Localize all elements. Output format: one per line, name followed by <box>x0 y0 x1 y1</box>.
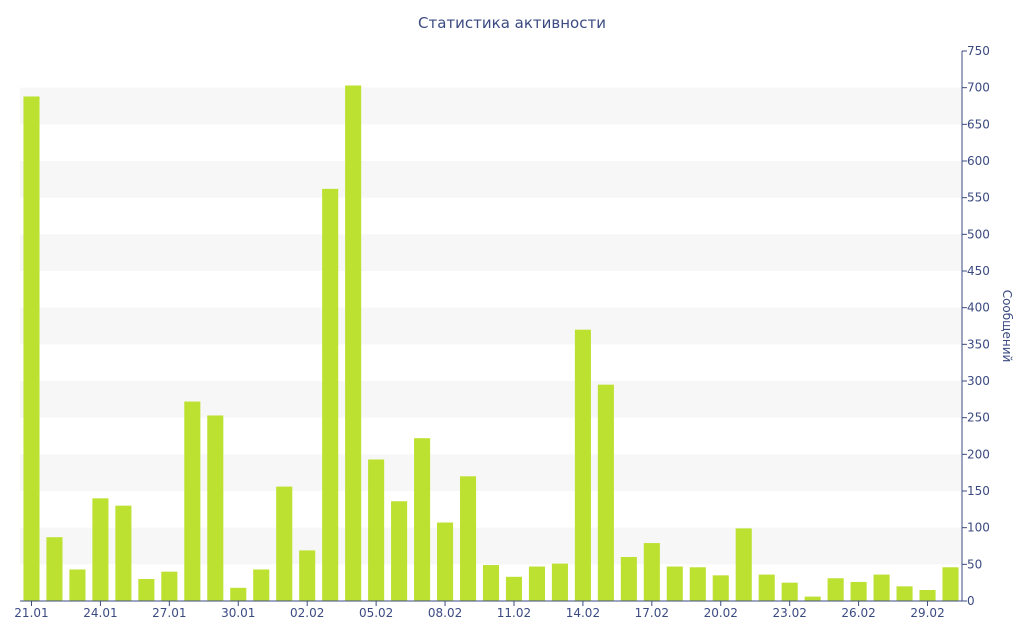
bar-21.01 <box>23 96 40 601</box>
bar-27.01 <box>161 571 178 601</box>
bar-20.02 <box>712 575 729 601</box>
x-tick-label: 05.02 <box>359 606 393 620</box>
bar-01.03 <box>942 567 959 601</box>
x-tick-label: 21.01 <box>14 606 48 620</box>
bar-15.02 <box>597 384 614 601</box>
bar-06.02 <box>391 501 408 601</box>
y-tick-label: 450 <box>967 264 990 278</box>
bar-29.01 <box>207 415 224 601</box>
y-tick-label: 600 <box>967 154 990 168</box>
x-tick-label: 27.01 <box>152 606 186 620</box>
bar-25.02 <box>827 578 844 601</box>
y-tick-label: 500 <box>967 227 990 241</box>
y-tick-label: 100 <box>967 521 990 535</box>
y-axis-title: Сообщений <box>1000 290 1014 363</box>
bar-23.01 <box>69 569 86 601</box>
bar-07.02 <box>414 438 431 601</box>
bar-01.02 <box>276 486 293 601</box>
bar-08.02 <box>437 522 454 601</box>
bar-30.01 <box>230 587 247 601</box>
x-tick-label: 29.02 <box>910 606 944 620</box>
bar-14.02 <box>574 329 591 601</box>
x-tick-label: 11.02 <box>497 606 531 620</box>
bar-10.02 <box>482 565 500 601</box>
y-tick-label: 700 <box>967 81 990 95</box>
x-tick-label: 08.02 <box>428 606 462 620</box>
grid-band <box>20 454 962 491</box>
bar-28.02 <box>896 586 913 601</box>
grid-band <box>20 234 962 271</box>
bar-27.02 <box>873 574 890 601</box>
bar-29.02 <box>919 590 936 601</box>
x-tick-label: 23.02 <box>773 606 807 620</box>
bar-04.02 <box>345 85 362 601</box>
bar-23.02 <box>781 582 798 601</box>
bar-09.02 <box>459 476 477 601</box>
x-axis: 21.01 24.01 27.01 30.01 02.02 05.02 08.02 11.02… <box>14 600 963 620</box>
bar-26.02 <box>850 581 867 601</box>
grid-band <box>20 307 962 345</box>
bar-03.02 <box>322 188 339 601</box>
bar-31.01 <box>253 569 270 601</box>
y-tick-label: 350 <box>967 337 990 351</box>
bar-22.02 <box>758 574 775 601</box>
x-tick-label: 20.02 <box>704 606 738 620</box>
bar-26.01 <box>138 579 155 601</box>
grid-band <box>20 87 962 125</box>
grid-band <box>20 527 962 565</box>
grid-bands <box>20 87 962 565</box>
y-tick-label: 50 <box>967 557 982 571</box>
bar-11.02 <box>505 576 523 601</box>
bar-16.02 <box>620 557 637 601</box>
bar-25.01 <box>115 505 132 601</box>
bar-02.02 <box>299 550 316 601</box>
bar-24.02 <box>804 596 821 601</box>
y-tick-label: 0 <box>967 594 975 608</box>
y-tick-label: 200 <box>967 447 990 461</box>
bar-24.01 <box>92 498 109 601</box>
x-tick-label: 24.01 <box>83 606 117 620</box>
grid-band <box>20 381 962 418</box>
x-tick-label: 02.02 <box>290 606 324 620</box>
bar-28.01 <box>184 401 201 601</box>
bar-18.02 <box>666 566 683 601</box>
chart-title: Статистика активности <box>418 14 606 32</box>
grid-band <box>20 161 962 198</box>
y-tick-label: 250 <box>967 411 990 425</box>
x-tick-label: 14.02 <box>566 606 600 620</box>
y-tick-label: 150 <box>967 484 990 498</box>
bar-05.02 <box>368 459 385 601</box>
bar-21.02 <box>735 528 752 601</box>
bar-19.02 <box>689 567 706 601</box>
y-tick-label: 650 <box>967 117 990 131</box>
bar-17.02 <box>643 543 660 601</box>
bar-13.02 <box>551 563 568 601</box>
y-tick-label: 550 <box>967 191 990 205</box>
y-tick-label: 750 <box>967 44 990 58</box>
y-tick-label: 400 <box>967 301 990 315</box>
y-axis: 0 50 100 150 200 250 300 350 400 450 500 550 600 650 7… <box>961 44 1014 608</box>
x-tick-label: 30.01 <box>221 606 255 620</box>
bar-22.01 <box>46 537 63 601</box>
bar-series <box>23 85 959 601</box>
y-tick-label: 300 <box>967 374 990 388</box>
x-tick-label: 26.02 <box>841 606 875 620</box>
x-tick-label: 17.02 <box>635 606 669 620</box>
bar-12.02 <box>528 566 545 601</box>
